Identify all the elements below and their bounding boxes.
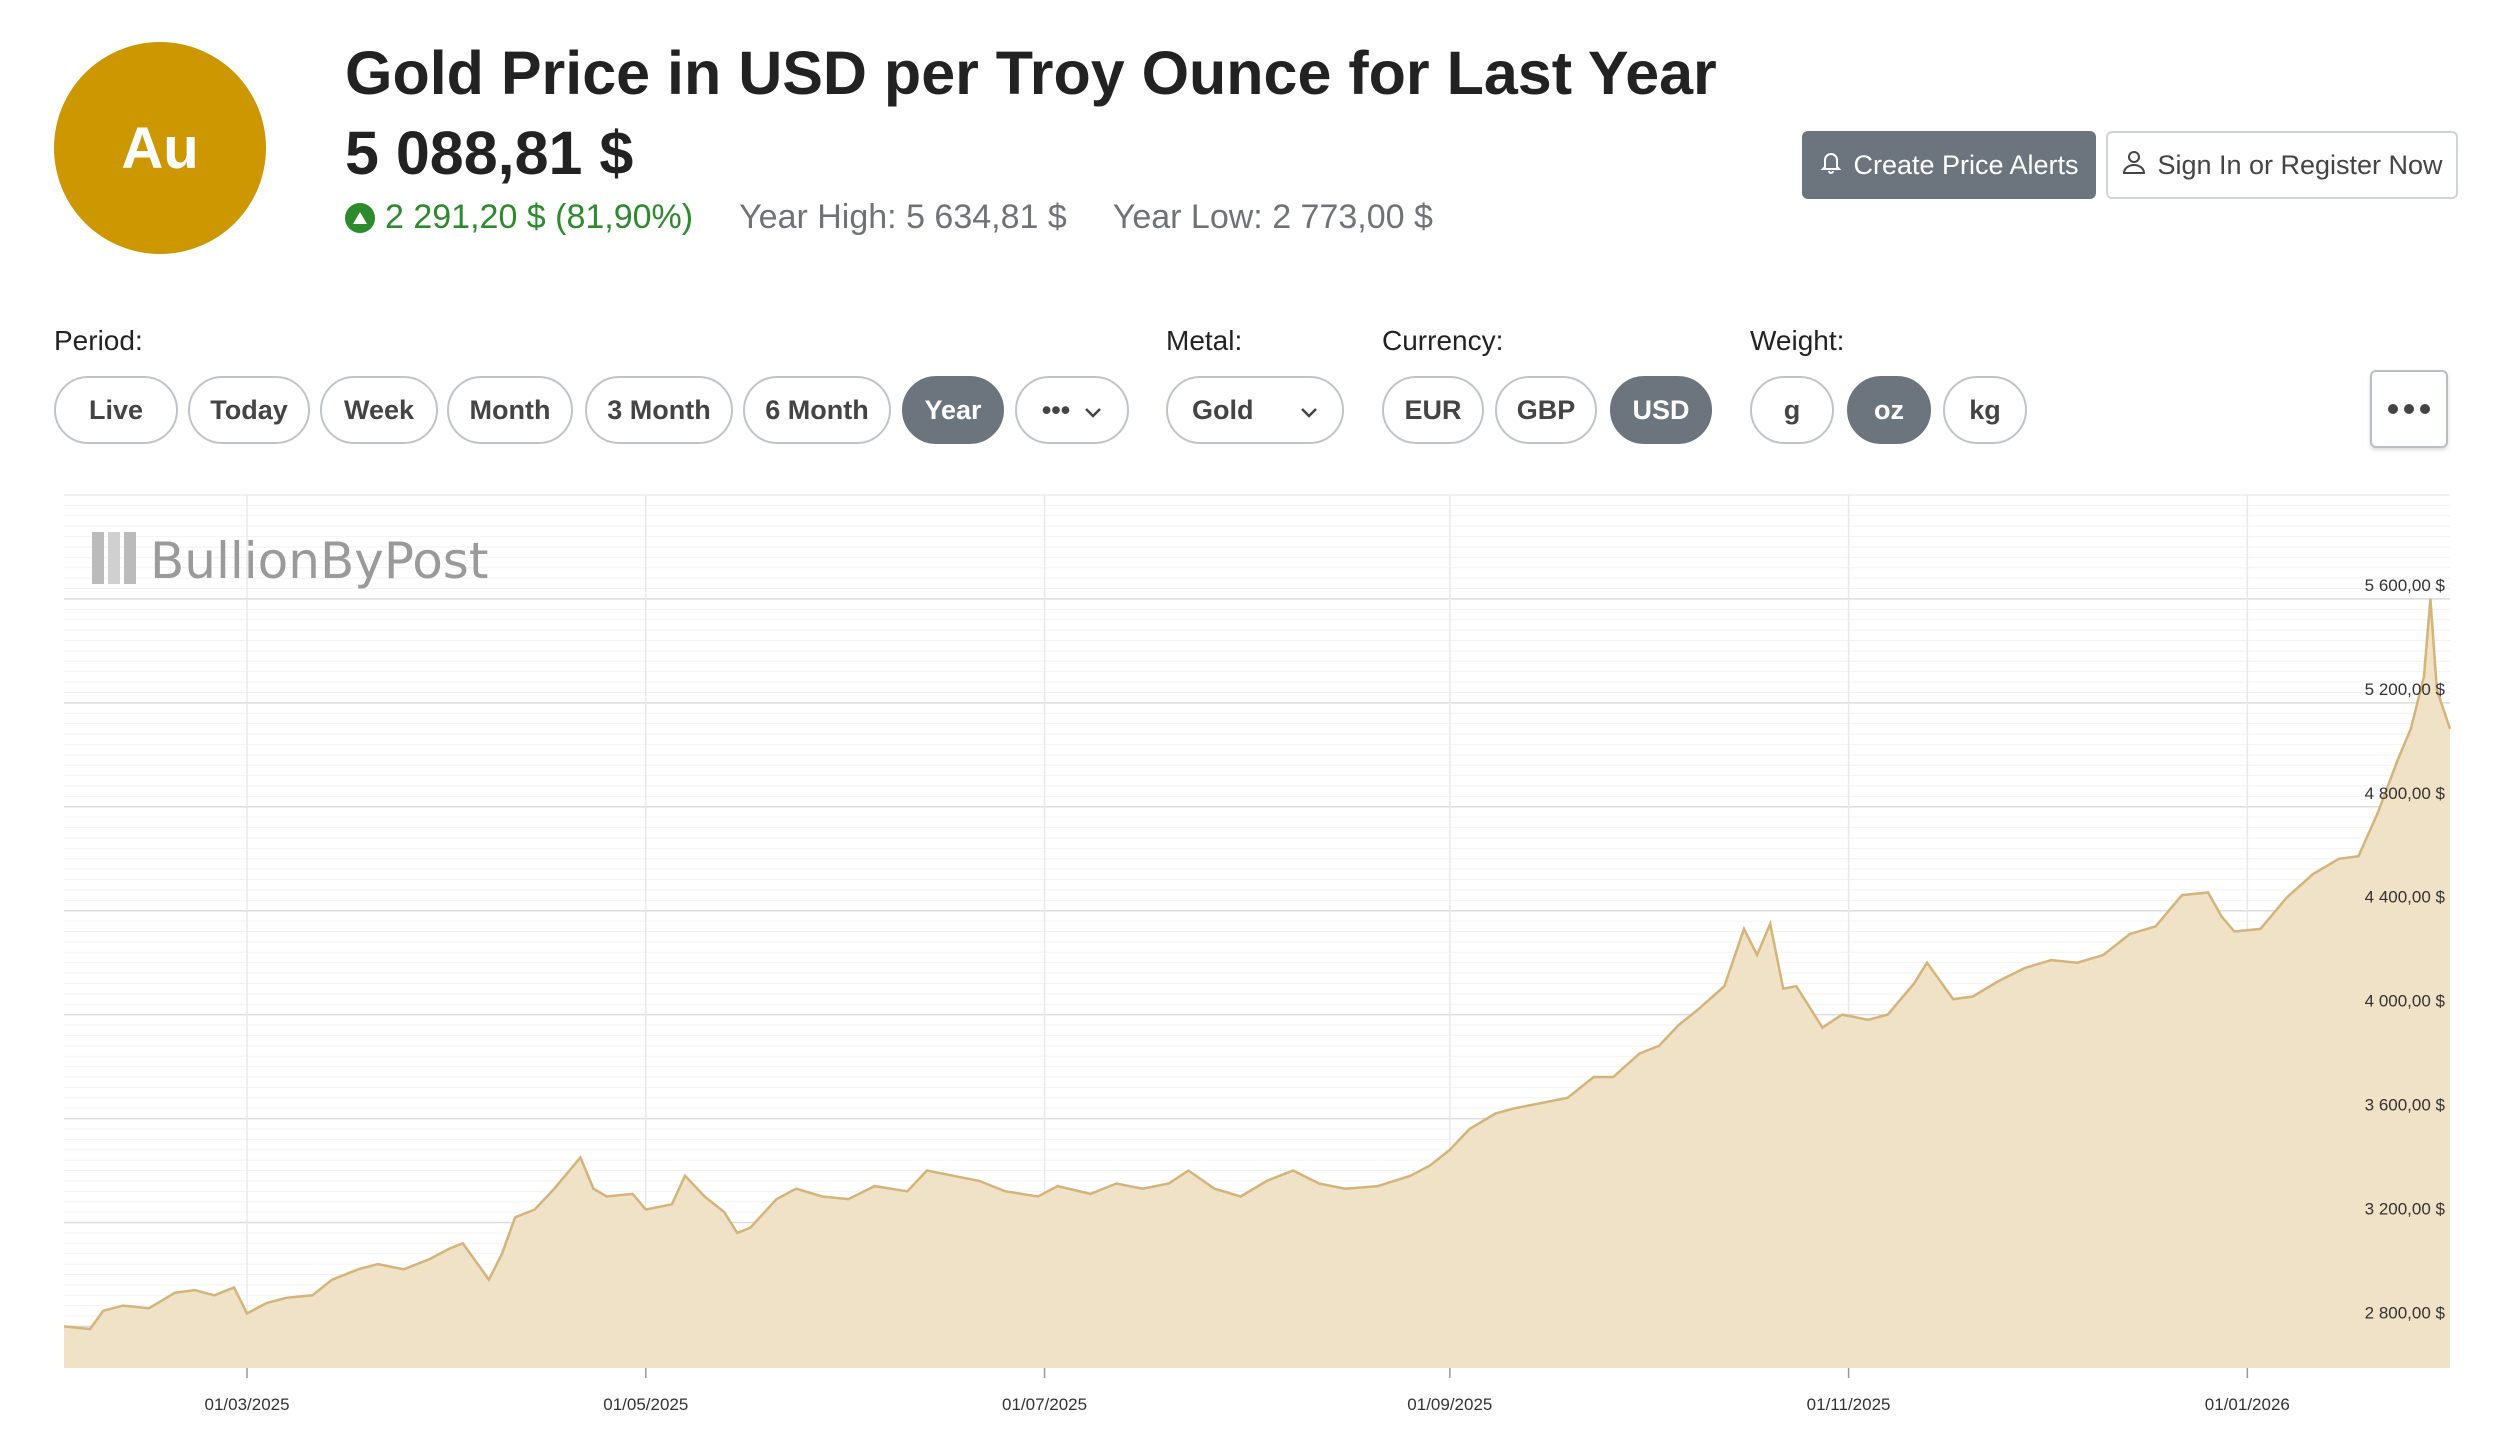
- price-change-value: 2 291,20 $ (81,90%): [385, 198, 694, 236]
- weight-label: Weight:: [1750, 325, 1845, 356]
- user-icon: [2121, 149, 2147, 182]
- create-price-alerts-button[interactable]: Create Price Alerts: [1802, 131, 2096, 199]
- gold-badge: Au: [54, 42, 266, 254]
- period-more-dropdown[interactable]: •••: [1015, 376, 1129, 444]
- y-tick-label: 5 600,00 $: [2365, 576, 2446, 595]
- sign-in-button[interactable]: Sign In or Register Now: [2106, 131, 2458, 199]
- y-tick-label: 3 200,00 $: [2365, 1200, 2446, 1219]
- period-more-label: •••: [1041, 394, 1071, 425]
- year-low: Year Low: 2 773,00 $: [1112, 198, 1433, 236]
- weight-oz[interactable]: oz: [1847, 376, 1931, 444]
- y-tick-label: 5 200,00 $: [2365, 680, 2446, 699]
- bell-icon: [1819, 149, 1843, 182]
- y-tick-label: 4 800,00 $: [2365, 784, 2446, 803]
- x-tick-label: 01/07/2025: [1002, 1395, 1087, 1414]
- y-tick-label: 4 400,00 $: [2365, 888, 2446, 907]
- currency-usd[interactable]: USD: [1610, 376, 1712, 444]
- y-tick-label: 3 600,00 $: [2365, 1096, 2446, 1115]
- currency-eur[interactable]: EUR: [1382, 376, 1484, 444]
- arrow-up-icon: [345, 202, 375, 233]
- period-3-month[interactable]: 3 Month: [585, 376, 733, 444]
- period-6-month[interactable]: 6 Month: [743, 376, 891, 444]
- currency-label: Currency:: [1382, 325, 1504, 356]
- x-tick-label: 01/01/2026: [2205, 1395, 2290, 1414]
- period-live[interactable]: Live: [54, 376, 178, 444]
- price-change: 2 291,20 $ (81,90%): [345, 198, 693, 237]
- metal-label: Metal:: [1166, 325, 1243, 356]
- x-tick-label: 01/09/2025: [1407, 1395, 1492, 1414]
- price-area: [64, 598, 2450, 1368]
- ellipsis-icon: [2388, 404, 2430, 414]
- period-month[interactable]: Month: [447, 376, 573, 444]
- price-stats: 2 291,20 $ (81,90%) Year High: 5 634,81 …: [345, 198, 1433, 237]
- more-options-button[interactable]: [2370, 370, 2448, 448]
- sign-in-label: Sign In or Register Now: [2157, 149, 2443, 180]
- currency-gbp[interactable]: GBP: [1495, 376, 1597, 444]
- weight-g[interactable]: g: [1750, 376, 1834, 444]
- x-tick-label: 01/11/2025: [1807, 1395, 1891, 1414]
- page-title: Gold Price in USD per Troy Ounce for Las…: [345, 39, 1717, 107]
- y-tick-label: 2 800,00 $: [2365, 1303, 2446, 1322]
- period-week[interactable]: Week: [320, 376, 438, 444]
- chevron-down-icon: [1084, 395, 1102, 426]
- watermark-text: BullionByPost: [150, 532, 488, 590]
- y-tick-label: 4 000,00 $: [2365, 992, 2446, 1011]
- period-today[interactable]: Today: [188, 376, 310, 444]
- chevron-down-icon: [1300, 395, 1318, 426]
- x-tick-label: 01/03/2025: [204, 1395, 289, 1414]
- period-year[interactable]: Year: [902, 376, 1004, 444]
- current-price: 5 088,81 $: [345, 119, 634, 187]
- period-label: Period:: [54, 325, 143, 356]
- year-high: Year High: 5 634,81 $: [739, 198, 1067, 236]
- metal-select-value: Gold: [1192, 394, 1254, 425]
- bullionbypost-watermark: BullionByPost: [92, 532, 488, 590]
- metal-select[interactable]: Gold: [1166, 376, 1344, 444]
- weight-kg[interactable]: kg: [1943, 376, 2027, 444]
- price-line: [63, 598, 2452, 1331]
- x-tick-label: 01/05/2025: [603, 1395, 688, 1414]
- create-price-alerts-label: Create Price Alerts: [1853, 149, 2079, 180]
